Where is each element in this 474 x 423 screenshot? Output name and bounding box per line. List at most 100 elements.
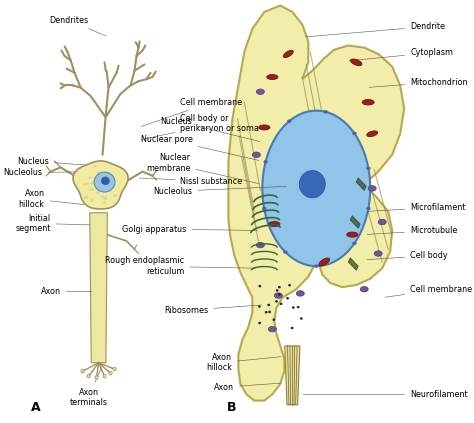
- Ellipse shape: [109, 371, 112, 375]
- Text: Nucleus: Nucleus: [161, 117, 260, 142]
- Ellipse shape: [101, 177, 110, 185]
- Ellipse shape: [296, 291, 304, 296]
- Ellipse shape: [103, 201, 107, 204]
- Text: Ribosomes: Ribosomes: [164, 305, 262, 315]
- Ellipse shape: [109, 179, 112, 181]
- Ellipse shape: [87, 374, 90, 378]
- Ellipse shape: [280, 302, 283, 305]
- Ellipse shape: [97, 171, 100, 174]
- Polygon shape: [285, 346, 300, 405]
- Ellipse shape: [352, 242, 356, 245]
- Polygon shape: [90, 213, 107, 363]
- Polygon shape: [350, 216, 360, 228]
- Ellipse shape: [113, 368, 116, 371]
- Ellipse shape: [262, 111, 370, 266]
- Text: Mitochondrion: Mitochondrion: [369, 77, 468, 87]
- Ellipse shape: [362, 99, 374, 105]
- Text: Cell body or
perikaryon or soma: Cell body or perikaryon or soma: [141, 113, 259, 140]
- Ellipse shape: [256, 242, 264, 248]
- Ellipse shape: [93, 165, 97, 167]
- Ellipse shape: [286, 297, 289, 299]
- Ellipse shape: [283, 50, 293, 58]
- Ellipse shape: [104, 198, 107, 200]
- Ellipse shape: [262, 207, 266, 210]
- Ellipse shape: [323, 110, 328, 113]
- Ellipse shape: [278, 286, 281, 288]
- Ellipse shape: [273, 319, 275, 321]
- Text: Axon: Axon: [41, 287, 92, 296]
- Ellipse shape: [275, 300, 278, 303]
- Ellipse shape: [94, 172, 115, 192]
- Ellipse shape: [268, 310, 271, 313]
- Text: Microtubule: Microtubule: [367, 226, 457, 235]
- Ellipse shape: [268, 327, 276, 332]
- Text: Neurofilament: Neurofilament: [303, 390, 468, 399]
- Ellipse shape: [90, 182, 94, 184]
- Ellipse shape: [351, 59, 362, 66]
- Ellipse shape: [90, 199, 94, 202]
- Ellipse shape: [107, 185, 110, 188]
- Ellipse shape: [367, 131, 378, 137]
- Ellipse shape: [264, 160, 268, 163]
- Text: Cell body: Cell body: [367, 251, 448, 260]
- Text: Microfilament: Microfilament: [367, 203, 465, 212]
- Ellipse shape: [276, 289, 279, 292]
- Text: Dendrite: Dendrite: [305, 22, 445, 37]
- Ellipse shape: [265, 311, 267, 313]
- Text: A: A: [31, 401, 40, 414]
- Ellipse shape: [360, 286, 368, 292]
- Text: Nucleolus: Nucleolus: [154, 187, 287, 196]
- Ellipse shape: [352, 132, 356, 135]
- Ellipse shape: [103, 196, 107, 199]
- Ellipse shape: [85, 196, 88, 198]
- Ellipse shape: [287, 119, 292, 123]
- Ellipse shape: [346, 232, 358, 237]
- Ellipse shape: [258, 305, 261, 308]
- Ellipse shape: [368, 186, 376, 191]
- Ellipse shape: [378, 219, 386, 225]
- Text: Rough endoplasmic
reticulum: Rough endoplasmic reticulum: [105, 256, 255, 276]
- Text: Axon: Axon: [214, 383, 281, 392]
- Ellipse shape: [300, 317, 303, 320]
- Polygon shape: [348, 258, 358, 270]
- Text: Axon
hillock: Axon hillock: [206, 353, 281, 373]
- Ellipse shape: [82, 183, 86, 186]
- Text: Nissl substance: Nissl substance: [139, 177, 243, 186]
- Text: B: B: [227, 401, 236, 414]
- Text: Axon
terminals: Axon terminals: [70, 368, 108, 407]
- Ellipse shape: [256, 89, 264, 94]
- Ellipse shape: [103, 175, 107, 177]
- Text: Cell membrane: Cell membrane: [385, 285, 472, 297]
- Ellipse shape: [314, 264, 319, 268]
- Ellipse shape: [366, 207, 371, 210]
- Text: Nucleus: Nucleus: [17, 157, 86, 165]
- Ellipse shape: [297, 306, 300, 308]
- Ellipse shape: [288, 284, 291, 286]
- Ellipse shape: [91, 182, 94, 184]
- Ellipse shape: [81, 370, 84, 373]
- Ellipse shape: [83, 197, 87, 199]
- Ellipse shape: [292, 306, 295, 309]
- Ellipse shape: [267, 74, 278, 80]
- Ellipse shape: [259, 125, 270, 130]
- Ellipse shape: [269, 222, 280, 227]
- Text: Nucleolus: Nucleolus: [4, 168, 86, 177]
- Polygon shape: [228, 5, 404, 401]
- Ellipse shape: [283, 250, 288, 254]
- Text: Axon
hillock: Axon hillock: [18, 189, 87, 209]
- Ellipse shape: [267, 304, 270, 306]
- Ellipse shape: [101, 196, 104, 198]
- Ellipse shape: [252, 152, 260, 157]
- Ellipse shape: [258, 322, 261, 324]
- Ellipse shape: [374, 251, 382, 256]
- Text: Golgi apparatus: Golgi apparatus: [122, 225, 257, 233]
- Ellipse shape: [258, 285, 261, 287]
- Ellipse shape: [299, 170, 325, 198]
- Polygon shape: [356, 178, 366, 190]
- Text: Nuclear
membrane: Nuclear membrane: [146, 154, 259, 184]
- Ellipse shape: [113, 195, 117, 197]
- Text: Initial
segment: Initial segment: [15, 214, 90, 233]
- Ellipse shape: [88, 176, 92, 179]
- Ellipse shape: [95, 376, 98, 379]
- Ellipse shape: [96, 191, 100, 194]
